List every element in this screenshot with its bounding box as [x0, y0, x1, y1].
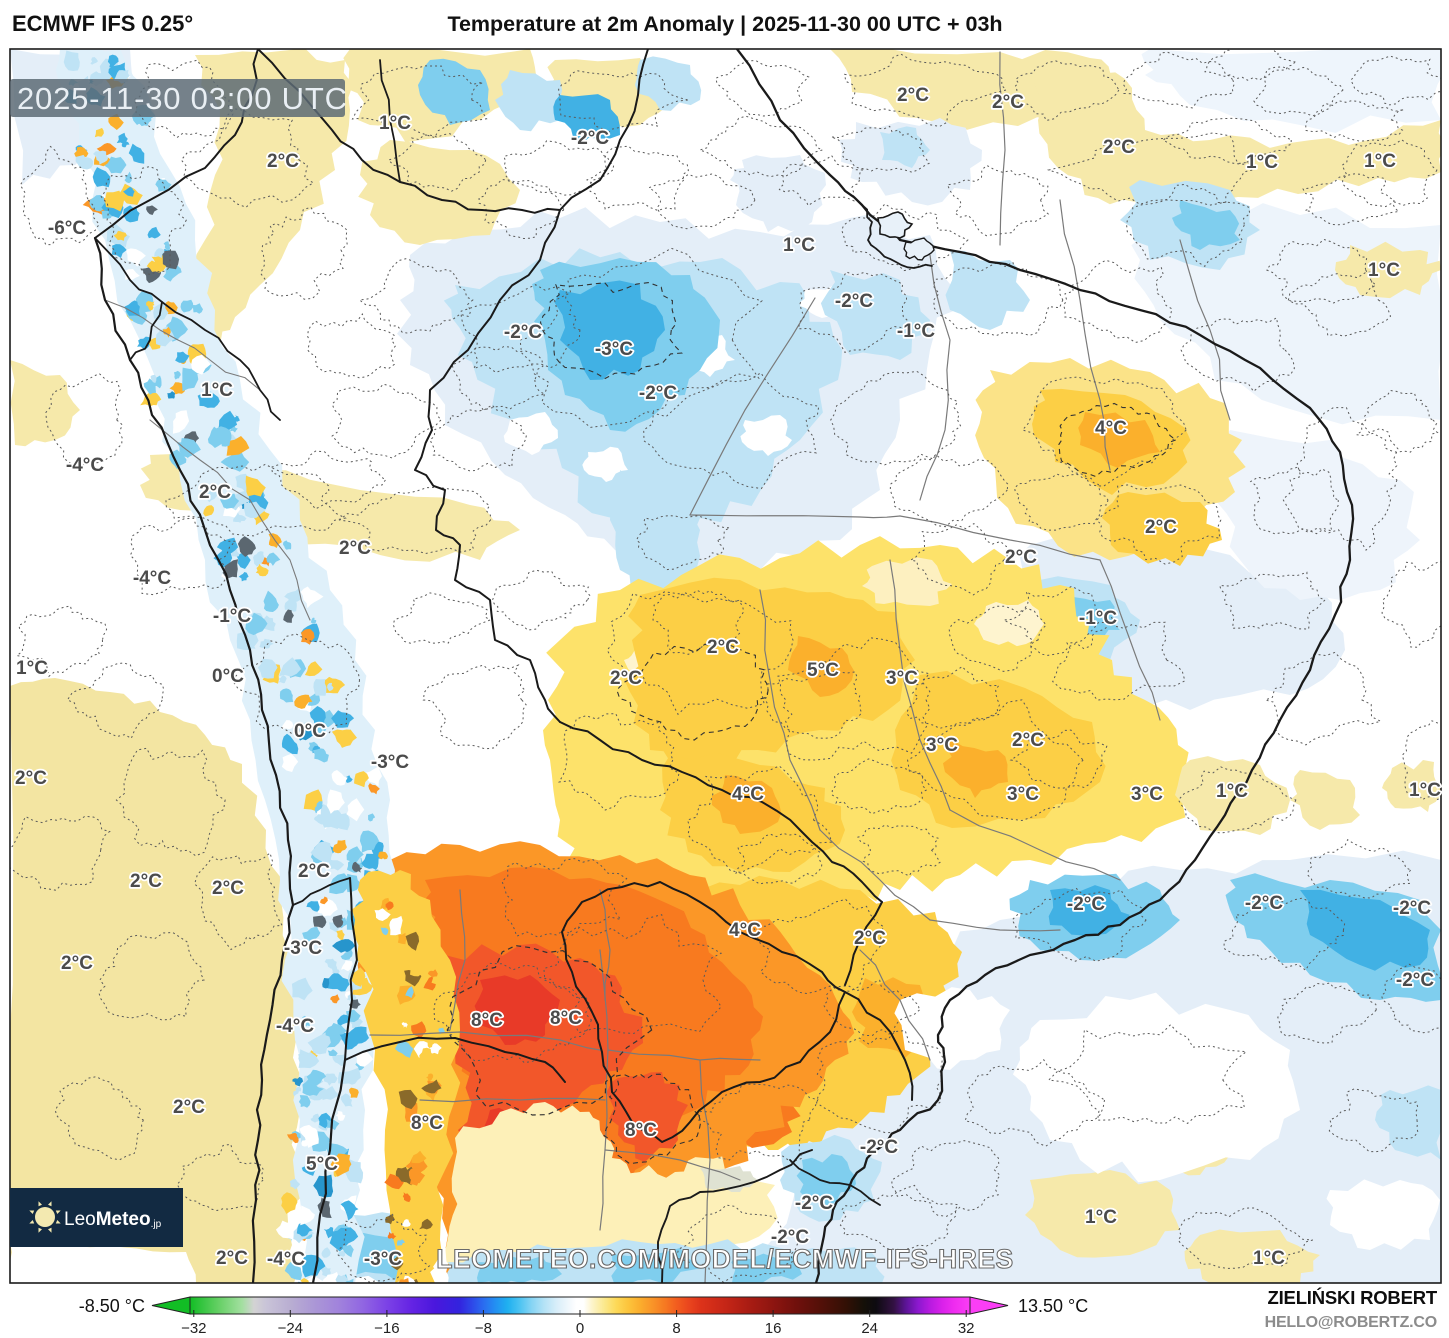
svg-text:2°C: 2°C [199, 482, 231, 503]
svg-text:5°C: 5°C [807, 660, 839, 681]
svg-text:2°C: 2°C [1012, 730, 1044, 751]
svg-text:-2°C: -2°C [639, 383, 677, 404]
svg-text:5°C: 5°C [306, 1154, 338, 1175]
svg-text:−32: −32 [181, 1320, 206, 1337]
svg-text:−8: −8 [475, 1320, 492, 1337]
svg-text:2°C: 2°C [130, 871, 162, 892]
svg-text:1°C: 1°C [1409, 780, 1441, 801]
svg-text:2°C: 2°C [1145, 517, 1177, 538]
svg-text:-2°C: -2°C [860, 1137, 898, 1158]
svg-text:-2°C: -2°C [795, 1193, 833, 1214]
svg-text:−24: −24 [278, 1320, 303, 1337]
svg-text:1°C: 1°C [1246, 152, 1278, 173]
svg-text:LeoMeteo.jp: LeoMeteo.jp [64, 1209, 162, 1230]
svg-text:1°C: 1°C [379, 113, 411, 134]
svg-text:-3°C: -3°C [595, 339, 633, 360]
svg-text:-2°C: -2°C [1067, 894, 1105, 915]
svg-text:-2°C: -2°C [771, 1227, 809, 1248]
svg-text:2°C: 2°C [15, 768, 47, 789]
svg-text:2°C: 2°C [854, 928, 886, 949]
svg-text:8°C: 8°C [550, 1008, 582, 1029]
svg-text:1°C: 1°C [783, 235, 815, 256]
svg-text:1°C: 1°C [1216, 781, 1248, 802]
svg-text:-1°C: -1°C [1079, 608, 1117, 629]
svg-text:1°C: 1°C [16, 658, 48, 679]
svg-text:1°C: 1°C [201, 380, 233, 401]
svg-text:Temperature at 2m Anomaly | 20: Temperature at 2m Anomaly | 2025-11-30 0… [447, 12, 1002, 36]
svg-text:-1°C: -1°C [897, 321, 935, 342]
svg-text:HELLO@ROBERTZ.CO: HELLO@ROBERTZ.CO [1265, 1314, 1437, 1331]
svg-text:-6°C: -6°C [48, 218, 86, 239]
svg-text:-4°C: -4°C [66, 455, 104, 476]
svg-text:-3°C: -3°C [371, 752, 409, 773]
svg-text:4°C: 4°C [1095, 418, 1127, 439]
svg-text:LEOMETEO.COM/MODEL/ECMWF-IFS-H: LEOMETEO.COM/MODEL/ECMWF-IFS-HRES [436, 1244, 1013, 1274]
svg-text:2°C: 2°C [992, 92, 1024, 113]
svg-text:1°C: 1°C [1253, 1248, 1285, 1269]
svg-text:0: 0 [576, 1320, 584, 1337]
svg-text:-8.50 °C: -8.50 °C [79, 1296, 145, 1316]
svg-text:2°C: 2°C [267, 151, 299, 172]
svg-text:0°C: 0°C [294, 721, 326, 742]
svg-text:2°C: 2°C [1005, 547, 1037, 568]
svg-text:2°C: 2°C [212, 878, 244, 899]
svg-text:24: 24 [861, 1320, 878, 1337]
svg-text:0°C: 0°C [212, 666, 244, 687]
svg-text:2°C: 2°C [216, 1248, 248, 1269]
svg-text:3°C: 3°C [886, 668, 918, 689]
svg-text:2°C: 2°C [897, 85, 929, 106]
svg-text:8°C: 8°C [411, 1113, 443, 1134]
svg-text:-3°C: -3°C [364, 1249, 402, 1270]
svg-text:2°C: 2°C [339, 538, 371, 559]
svg-text:8°C: 8°C [625, 1120, 657, 1141]
svg-text:1°C: 1°C [1368, 260, 1400, 281]
svg-text:−16: −16 [374, 1320, 399, 1337]
svg-text:4°C: 4°C [729, 920, 761, 941]
svg-text:-2°C: -2°C [504, 322, 542, 343]
svg-text:3°C: 3°C [1131, 784, 1163, 805]
svg-text:13.50 °C: 13.50 °C [1018, 1296, 1088, 1316]
svg-text:-2°C: -2°C [1245, 893, 1283, 914]
svg-text:-3°C: -3°C [284, 938, 322, 959]
svg-text:3°C: 3°C [1007, 784, 1039, 805]
svg-text:32: 32 [958, 1320, 975, 1337]
svg-text:4°C: 4°C [732, 784, 764, 805]
svg-text:-2°C: -2°C [571, 128, 609, 149]
svg-text:-1°C: -1°C [213, 606, 251, 627]
svg-text:ZIELIŃSKI ROBERT: ZIELIŃSKI ROBERT [1268, 1287, 1438, 1308]
svg-text:2°C: 2°C [173, 1097, 205, 1118]
svg-text:2°C: 2°C [61, 953, 93, 974]
svg-text:-2°C: -2°C [1396, 970, 1434, 991]
svg-text:-4°C: -4°C [267, 1249, 305, 1270]
svg-text:1°C: 1°C [1085, 1207, 1117, 1228]
svg-text:2°C: 2°C [707, 637, 739, 658]
svg-text:-2°C: -2°C [835, 291, 873, 312]
svg-text:2°C: 2°C [298, 861, 330, 882]
svg-text:-2°C: -2°C [1393, 898, 1431, 919]
svg-text:8: 8 [672, 1320, 680, 1337]
svg-text:ECMWF IFS 0.25°: ECMWF IFS 0.25° [12, 11, 193, 36]
svg-text:2°C: 2°C [610, 668, 642, 689]
svg-text:8°C: 8°C [471, 1010, 503, 1031]
svg-text:1°C: 1°C [1364, 151, 1396, 172]
svg-text:2°C: 2°C [1103, 137, 1135, 158]
svg-text:16: 16 [765, 1320, 782, 1337]
svg-text:2025-11-30 03:00 UTC: 2025-11-30 03:00 UTC [17, 81, 348, 116]
svg-text:-4°C: -4°C [133, 568, 171, 589]
svg-text:-4°C: -4°C [276, 1016, 314, 1037]
svg-text:3°C: 3°C [926, 735, 958, 756]
